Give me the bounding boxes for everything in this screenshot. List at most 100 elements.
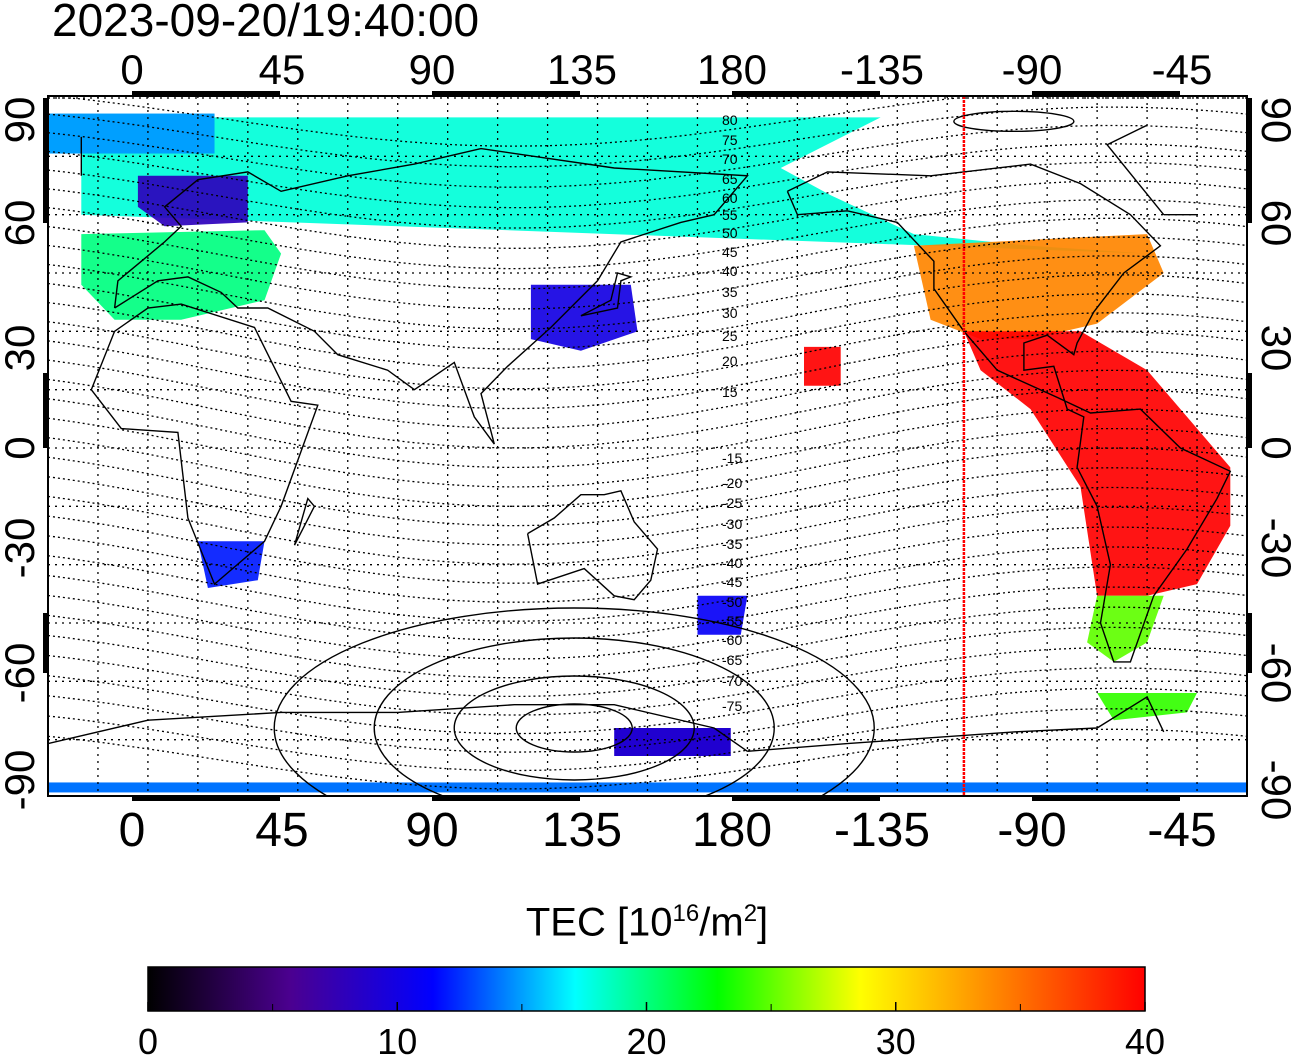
contour-label: 55 [722, 207, 738, 223]
lat-tick-left: 0 [0, 436, 43, 459]
contour-label: 15 [722, 384, 738, 400]
map-grid [48, 96, 1247, 796]
lon-tick-bottom: -90 [997, 804, 1066, 857]
coastline [580, 272, 633, 317]
tec-region [48, 113, 215, 154]
mag-lat-contour [48, 106, 1247, 168]
mag-lat-contour [48, 486, 1247, 565]
frame-bar-bottom [1032, 795, 1180, 801]
lon-tick-bottom: -135 [834, 804, 930, 857]
contour-label: -15 [722, 450, 742, 466]
lon-tick-top: -90 [1002, 46, 1063, 93]
coastline [48, 695, 1165, 752]
mag-lat-contour [48, 389, 1247, 469]
mag-lat-contour [48, 274, 1247, 350]
colorbar-label: TEC [1016/m2] [525, 900, 769, 945]
lon-tick-bottom: 90 [405, 804, 458, 857]
frame-bar-top [732, 91, 880, 97]
lat-tick-left: -60 [0, 643, 43, 704]
contour-label: -55 [722, 613, 742, 629]
lat-tick-left: 60 [0, 200, 43, 247]
mag-lat-contour [48, 506, 1247, 584]
mag-lat-contour [48, 293, 1247, 370]
contour-label: -35 [722, 536, 742, 552]
contour-label: 60 [722, 190, 738, 206]
lon-tick-bottom: 0 [119, 804, 146, 857]
mag-lat-contour [48, 408, 1247, 488]
contour-label: 65 [722, 171, 738, 187]
coastline [526, 489, 659, 601]
frame-bar-right [1246, 373, 1252, 448]
lat-tick-right: 60 [1253, 200, 1294, 247]
lon-tick-top: 45 [259, 46, 306, 93]
contour-label: 35 [722, 284, 738, 300]
contour-label: -65 [722, 652, 742, 668]
contour-label: -70 [722, 673, 742, 689]
mag-lat-contour [48, 350, 1247, 429]
lat-tick-right: 30 [1253, 325, 1294, 372]
lon-tick-top: 90 [409, 46, 456, 93]
contour-label: -45 [722, 574, 742, 590]
contour-label: -25 [722, 495, 742, 511]
lon-tick-bottom: 135 [542, 804, 622, 857]
contour-label: 30 [722, 305, 738, 321]
timestamp-title: 2023-09-20/19:40:00 [52, 0, 480, 46]
lat-tick-right: 90 [1253, 97, 1294, 144]
lon-tick-top: -45 [1152, 46, 1213, 93]
tec-region [81, 230, 282, 320]
mag-lat-contour [48, 728, 1247, 790]
tec-region [963, 331, 1231, 596]
frame-bar-bottom [732, 795, 880, 801]
lon-tick-bottom: -45 [1147, 804, 1216, 857]
frame-bar-top [432, 91, 580, 97]
mag-lat-contour [48, 97, 1247, 147]
coastline [90, 303, 319, 586]
contour-label: -60 [722, 632, 742, 648]
contour-label: 80 [722, 112, 738, 128]
contour-label: 75 [722, 132, 738, 148]
tec-region [137, 175, 248, 227]
axis-tick-labels: 0 45 90 135 180 -135 -90 -450 45 90 135 180 -135 -90-… [0, 46, 1294, 857]
contour-label: -20 [722, 475, 742, 491]
mag-lat-contour [48, 124, 1247, 188]
lat-tick-right: 0 [1253, 436, 1294, 459]
coastline [786, 163, 1232, 663]
frame-bar-top [132, 91, 280, 97]
lon-tick-top: -135 [840, 46, 924, 93]
tec-region [804, 346, 841, 386]
frame-bar-top [1032, 91, 1180, 97]
contour-label: 70 [722, 151, 738, 167]
coastline [113, 147, 749, 445]
magnetic-latitude-contours [48, 97, 1247, 796]
lon-tick-top: 180 [697, 46, 767, 93]
contour-label: -40 [722, 555, 742, 571]
mag-lat-contour [48, 331, 1247, 410]
frame-bar-left [43, 613, 49, 673]
frame-bar-left [43, 373, 49, 448]
lon-tick-top: 0 [120, 46, 143, 93]
mag-lat-contour [48, 447, 1247, 527]
lat-tick-right: -90 [1253, 760, 1294, 821]
lon-tick-top: 135 [547, 46, 617, 93]
coastlines [48, 124, 1232, 752]
lon-tick-bottom: 45 [255, 804, 308, 857]
mag-lat-contour [48, 708, 1247, 772]
coastline [80, 124, 1197, 216]
frame-bar-left [43, 98, 49, 223]
tec-region [913, 234, 1164, 340]
lat-tick-left: 90 [0, 97, 43, 144]
lon-tick-bottom: 180 [692, 804, 772, 857]
mag-lat-contour [48, 369, 1247, 449]
contour-label: -75 [722, 698, 742, 714]
lat-tick-right: -60 [1253, 643, 1294, 704]
frame-tick-bars [43, 91, 1252, 801]
lat-tick-right: -30 [1253, 518, 1294, 579]
south-pole-contour [373, 637, 775, 796]
north-pole-contour [953, 110, 1075, 133]
mag-lat-contour [48, 467, 1247, 546]
contour-label: -30 [722, 516, 742, 532]
mag-lat-contour [48, 312, 1247, 390]
